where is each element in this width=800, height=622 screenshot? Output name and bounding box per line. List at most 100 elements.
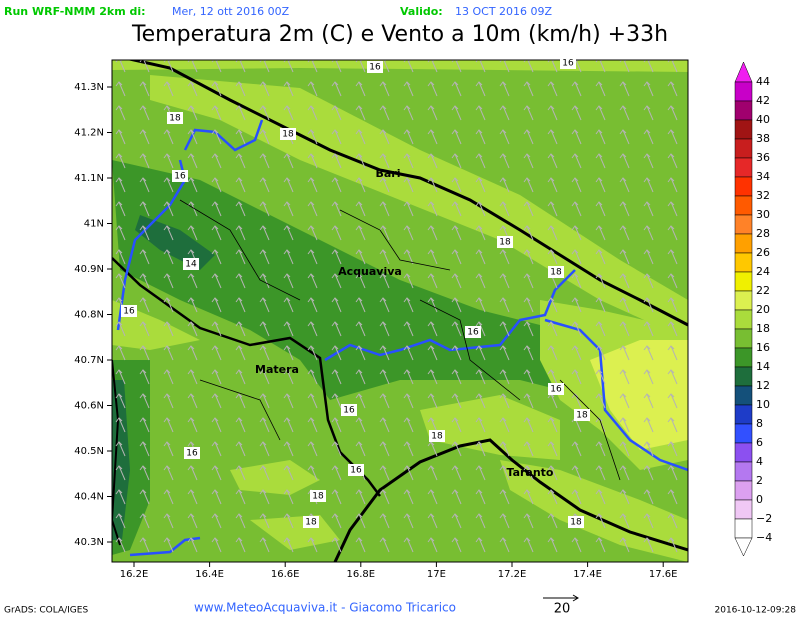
wind-arrow — [331, 537, 342, 553]
wind-arrow — [259, 297, 270, 313]
wind-arrow — [235, 345, 246, 361]
wind-arrow — [235, 297, 246, 313]
contour-label-box — [548, 383, 564, 395]
wind-arrow — [355, 129, 366, 145]
wind-arrow — [595, 465, 606, 481]
wind-arrow — [355, 249, 366, 265]
colorbar-cell — [734, 499, 753, 520]
contour-label-box — [568, 516, 584, 528]
lat-label: 41N — [84, 219, 104, 230]
wind-arrow — [355, 297, 366, 313]
wind-arrow — [427, 537, 438, 553]
wind-arrow — [139, 81, 150, 97]
wind-arrow — [403, 297, 414, 313]
wind-arrow — [187, 105, 198, 121]
wind-arrow — [283, 105, 294, 121]
wind-arrow — [139, 105, 150, 121]
colorbar-cell — [734, 385, 753, 406]
wind-arrow — [187, 321, 198, 337]
wind-arrow — [499, 465, 510, 481]
wind-arrow — [499, 129, 510, 145]
wind-arrow — [211, 465, 222, 481]
wind-arrow — [643, 537, 654, 553]
wind-arrow — [283, 201, 294, 217]
wind-arrow — [475, 81, 486, 97]
wind-arrow — [427, 297, 438, 313]
wind-arrow — [523, 321, 534, 337]
wind-arrow — [523, 81, 534, 97]
wind-arrow — [667, 417, 678, 433]
wind-arrow — [211, 81, 222, 97]
wind-arrow — [259, 441, 270, 457]
wind-arrow — [283, 513, 294, 529]
wind-arrow — [523, 537, 534, 553]
wind-arrow — [499, 273, 510, 289]
wind-arrow — [163, 465, 174, 481]
contour-label: 16 — [467, 328, 479, 338]
wind-arrow — [619, 441, 630, 457]
wind-arrow — [571, 321, 582, 337]
colorbar-label: 6 — [756, 436, 763, 449]
wind-arrow — [211, 393, 222, 409]
contour-label: 16 — [343, 406, 355, 416]
wind-arrow — [475, 513, 486, 529]
wind-arrow — [355, 153, 366, 169]
wind-arrow — [475, 153, 486, 169]
colorbar-cell — [734, 81, 753, 102]
wind-arrow — [115, 105, 126, 121]
wind-arrow — [331, 345, 342, 361]
wind-arrow — [523, 105, 534, 121]
wind-arrow — [523, 129, 534, 145]
wind-arrow — [595, 201, 606, 217]
wind-arrow — [379, 225, 390, 241]
wind-arrow — [307, 369, 318, 385]
colorbar-label: 32 — [756, 189, 770, 202]
colorbar-label: 26 — [756, 246, 770, 259]
wind-arrow — [571, 105, 582, 121]
wind-arrow — [211, 249, 222, 265]
wind-arrow — [547, 537, 558, 553]
wind-arrow — [283, 297, 294, 313]
contour-label-box — [497, 236, 513, 248]
wind-arrow — [187, 513, 198, 529]
wind-arrow — [403, 321, 414, 337]
wind-arrow — [307, 201, 318, 217]
contour-label: 16 — [186, 449, 198, 459]
contour-label-box — [167, 112, 183, 124]
wind-arrow — [451, 81, 462, 97]
wind-arrow — [595, 369, 606, 385]
wind-arrow — [307, 465, 318, 481]
wind-arrow — [163, 441, 174, 457]
wind-arrow — [475, 201, 486, 217]
wind-arrow — [451, 417, 462, 433]
wind-arrow — [163, 129, 174, 145]
wind-arrow — [595, 441, 606, 457]
wind-arrow — [187, 177, 198, 193]
contour-label-box — [574, 409, 590, 421]
wind-arrow — [115, 345, 126, 361]
wind-arrow — [475, 393, 486, 409]
wind-arrow — [115, 369, 126, 385]
wind-arrow — [595, 105, 606, 121]
wind-arrow — [451, 129, 462, 145]
lat-label: 40.7N — [74, 355, 104, 366]
wind-arrow — [355, 273, 366, 289]
wind-arrow — [379, 81, 390, 97]
wind-arrow — [451, 441, 462, 457]
wind-arrow — [523, 417, 534, 433]
wind-arrow — [643, 153, 654, 169]
contour-label-box — [183, 258, 199, 270]
wind-arrow — [619, 81, 630, 97]
wind-arrow — [211, 297, 222, 313]
wind-arrow — [115, 417, 126, 433]
wind-arrow — [235, 465, 246, 481]
wind-arrow — [283, 537, 294, 553]
wind-arrow — [283, 321, 294, 337]
wind-arrow — [379, 441, 390, 457]
contour-label-box — [348, 464, 364, 476]
wind-arrow — [547, 129, 558, 145]
wind-arrow — [331, 153, 342, 169]
wind-arrow — [667, 153, 678, 169]
wind-arrow — [667, 297, 678, 313]
colorbar-cell — [734, 423, 753, 444]
